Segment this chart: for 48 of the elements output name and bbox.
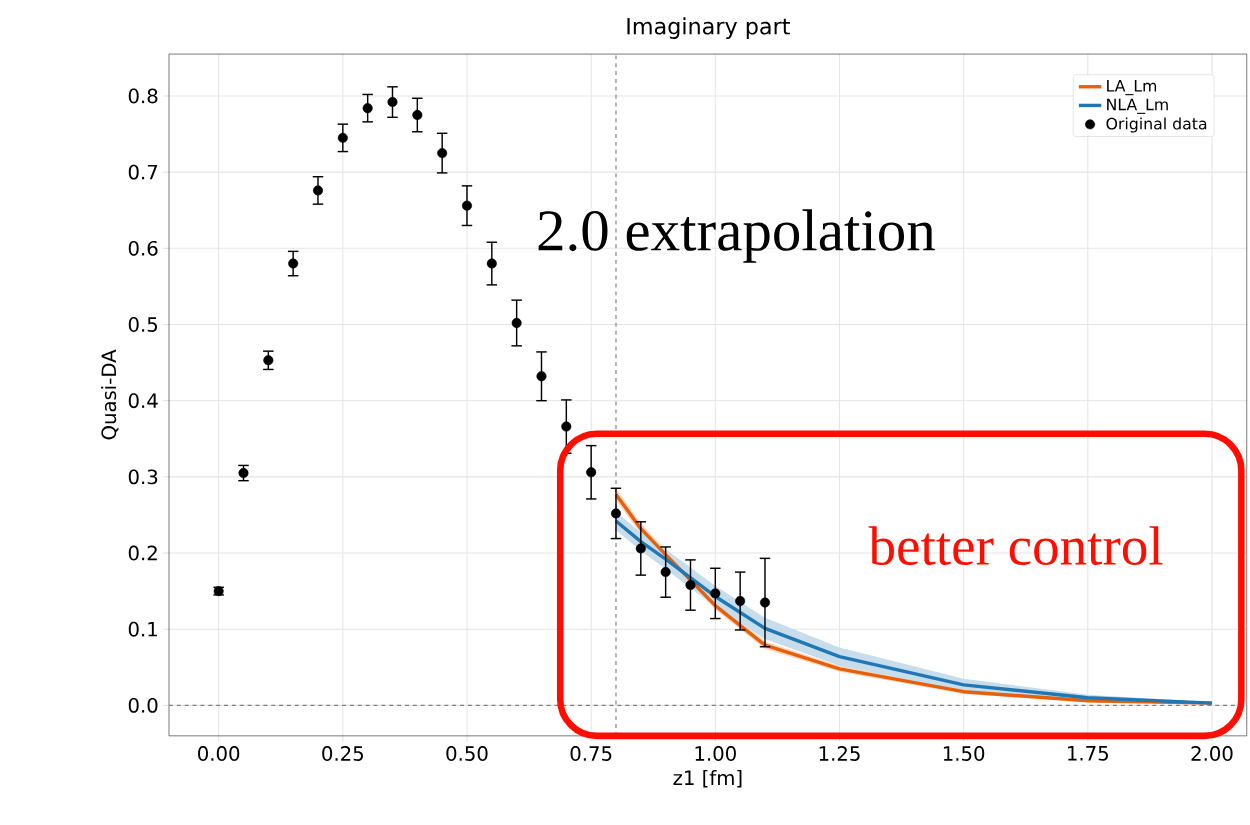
point <box>685 580 696 591</box>
point <box>437 148 448 159</box>
y-tick-label: 0.0 <box>128 697 158 713</box>
x-tick-label: 0.00 <box>198 746 240 761</box>
point <box>635 543 646 554</box>
annotation: 2.0 extrapolation <box>538 209 935 263</box>
point <box>511 318 522 328</box>
x-tick-label: 0.25 <box>322 746 363 761</box>
y-tick-label: 0.2 <box>128 545 157 561</box>
chart-title: Imaginary part <box>627 17 790 39</box>
point <box>611 508 621 519</box>
x-tick-label: 2.00 <box>1191 746 1233 761</box>
point <box>486 258 497 269</box>
x-tick-label: 0.50 <box>446 746 488 761</box>
y-tick-label: 0.8 <box>128 88 158 104</box>
point <box>238 468 249 479</box>
point <box>710 588 721 599</box>
x-tick-label: 1.00 <box>695 746 736 761</box>
x-tick-label: 1.25 <box>819 746 860 761</box>
point <box>536 371 547 382</box>
legend-label: LA_Lm <box>1107 80 1157 96</box>
x-tick-label: 0.75 <box>570 746 612 761</box>
point <box>660 567 671 578</box>
legend-label: NLA_Lm <box>1107 98 1168 114</box>
point <box>462 200 472 211</box>
point <box>586 467 597 478</box>
y-tick-label: 0.7 <box>128 164 158 180</box>
y-tick-label: 0.5 <box>128 317 158 332</box>
point <box>362 103 373 114</box>
annotation: better control <box>868 526 1163 566</box>
y-tick-label: 0.6 <box>128 240 158 256</box>
point <box>735 596 746 607</box>
point <box>412 110 423 120</box>
point <box>387 97 398 108</box>
point <box>263 355 274 366</box>
y-axis-title: Quasi-DA <box>101 349 119 440</box>
point <box>337 132 348 143</box>
x-axis-title: z1 [fm] <box>673 769 742 788</box>
y-tick-label: 0.3 <box>128 469 158 485</box>
point <box>288 258 299 269</box>
point <box>561 421 572 432</box>
point <box>313 185 323 196</box>
y-tick-label: 0.4 <box>128 393 158 409</box>
x-tick-label: 1.50 <box>943 746 985 761</box>
legend-label: Original data <box>1106 117 1207 133</box>
point <box>760 597 770 608</box>
y-tick-label: 0.1 <box>128 621 157 637</box>
x-tick-label: 1.75 <box>1068 746 1108 761</box>
